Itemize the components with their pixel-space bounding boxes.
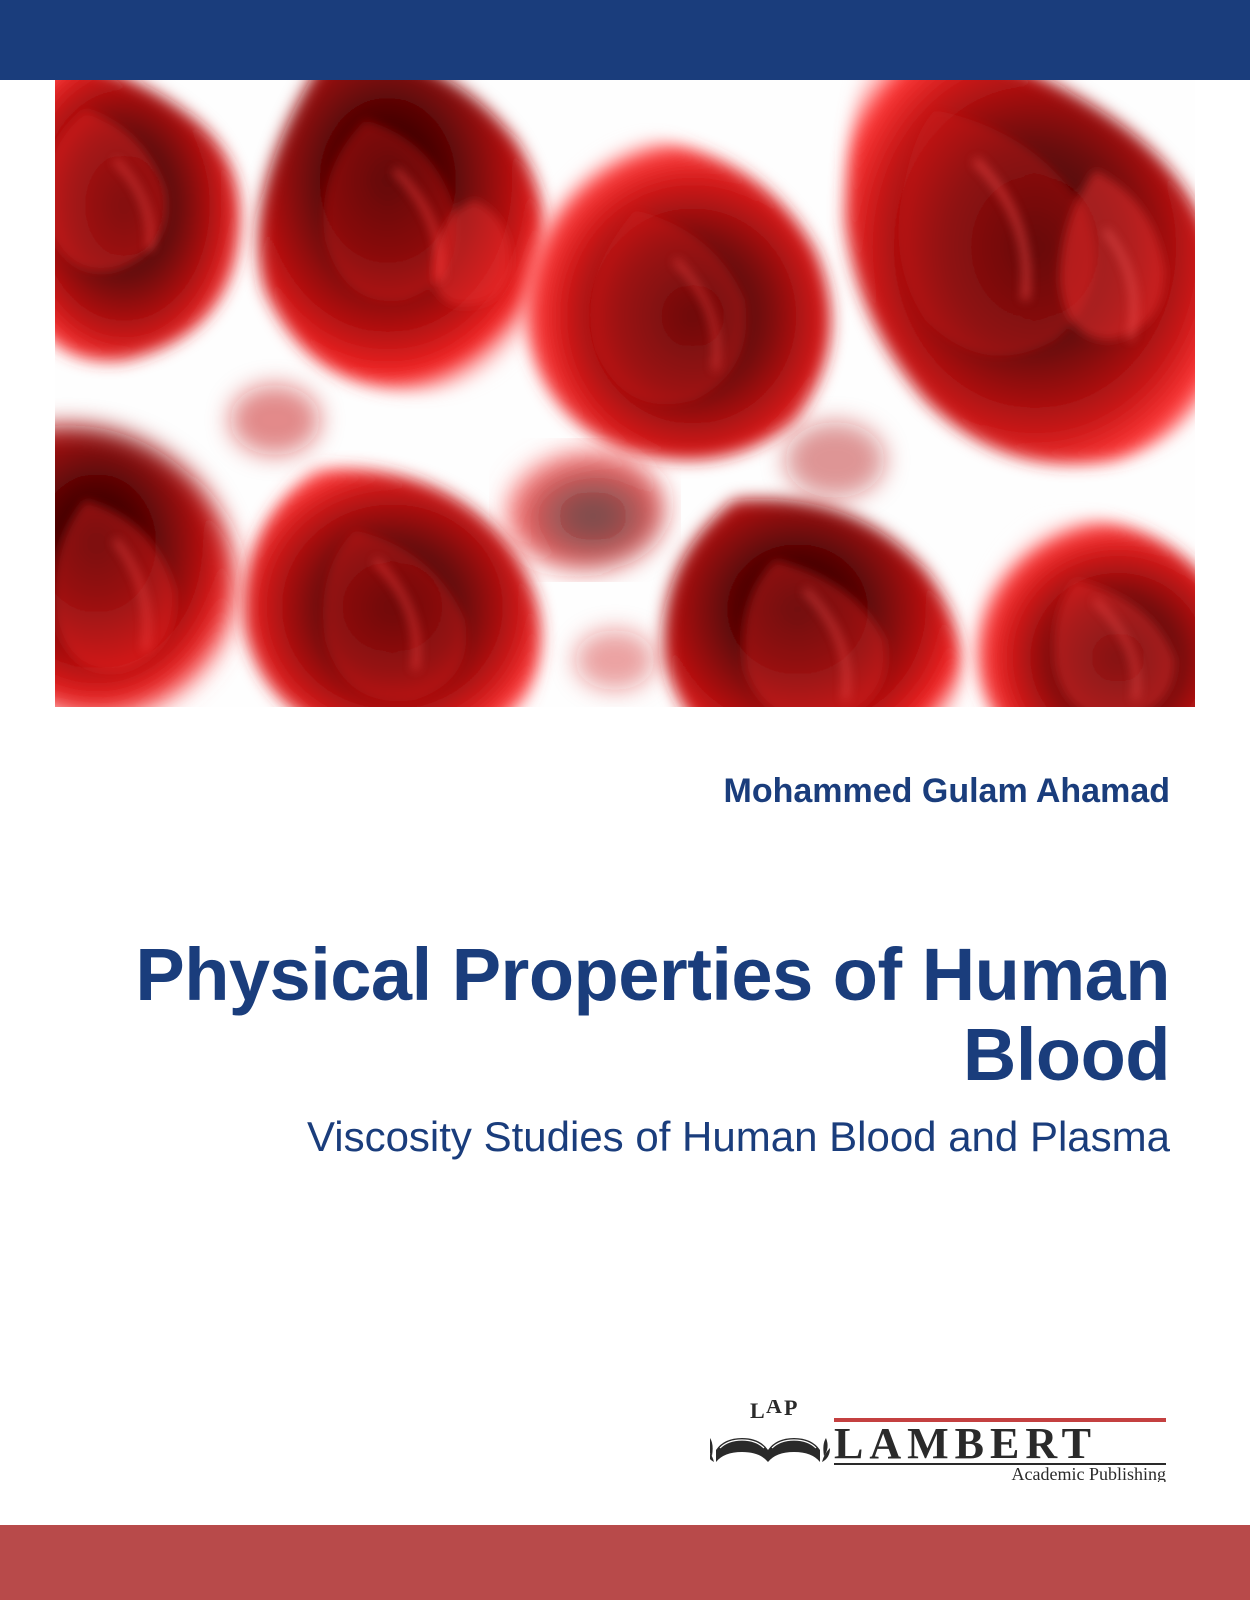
svg-text:A: A: [766, 1400, 782, 1418]
cover-image-blood-cells: [55, 80, 1195, 707]
publisher-name: LAMBERT: [834, 1419, 1097, 1468]
publisher-subline: Academic Publishing: [1012, 1464, 1166, 1482]
svg-text:P: P: [784, 1400, 797, 1420]
bottom-color-bar: [0, 1525, 1250, 1600]
lap-label: L: [750, 1400, 765, 1423]
publisher-logo: L A P LAMBERT Academic Publishing: [710, 1400, 1170, 1482]
top-color-bar: [0, 0, 1250, 80]
book-subtitle: Viscosity Studies of Human Blood and Pla…: [80, 1112, 1170, 1162]
book-title: Physical Properties of Human Blood: [80, 935, 1170, 1095]
author-name: Mohammed Gulam Ahamad: [724, 772, 1170, 811]
